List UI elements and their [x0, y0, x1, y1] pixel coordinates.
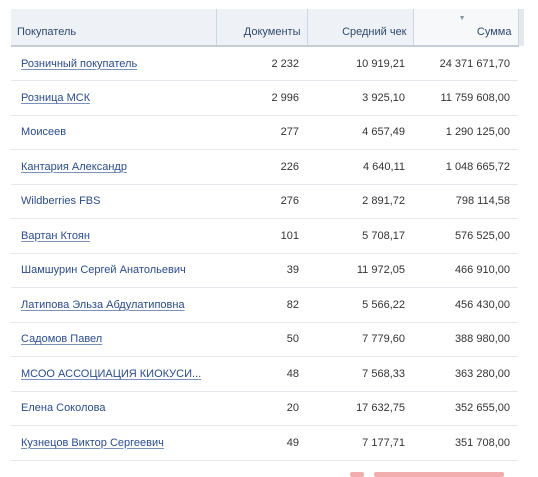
sum-cell: 466 910,00 — [454, 264, 510, 277]
customer-cell: Моисеев — [11, 115, 216, 150]
table-row: Розничный покупатель 2 232 10 919,21 24 371… — [11, 46, 518, 81]
documents-cell: 276 — [280, 195, 299, 208]
customer-link[interactable]: Кантария Александр — [21, 160, 127, 173]
documents-cell: 20 — [286, 402, 299, 415]
average-check-cell: 11 972,05 — [356, 264, 405, 277]
documents-cell: 2 996 — [271, 91, 299, 104]
customer-cell: Кузнецов Виктор Сергеевич — [11, 426, 216, 461]
average-check-cell: 3 925,10 — [362, 91, 405, 104]
average-check-cell: 4 657,49 — [362, 126, 405, 139]
customer-link[interactable]: Вартан Ктоян — [21, 229, 90, 242]
table-row: Wildberries FBS 276 2 891,72 798 114,58 — [11, 184, 518, 219]
sort-desc-icon: ▼ — [458, 15, 466, 22]
customer-name: Wildberries FBS — [21, 195, 101, 208]
documents-cell: 49 — [286, 436, 299, 449]
average-check-cell: 4 640,11 — [362, 160, 405, 173]
customer-link[interactable]: Розница МСК — [21, 91, 91, 104]
customer-cell: Вартан Ктоян — [11, 219, 216, 254]
customer-cell: Wildberries FBS — [11, 184, 216, 219]
table-row: Кантария Александр 226 4 640,11 1 048 665,7… — [11, 150, 518, 185]
sum-cell: 456 430,00 — [454, 298, 510, 311]
cropped-mark — [350, 472, 364, 477]
table-row: Розница МСК 2 996 3 925,10 11 759 608,00 — [11, 81, 518, 116]
sum-cell: 11 759 608,00 — [440, 91, 510, 104]
customer-cell: Латипова Эльза Абдулатиповна — [11, 288, 216, 323]
sum-cell: 388 980,00 — [454, 333, 510, 346]
table-body: Розничный покупатель 2 232 10 919,21 24 371… — [11, 46, 518, 460]
sum-cell: 1 290 125,00 — [445, 126, 510, 139]
table-row: Шамшурин Сергей Анатольевич 39 11 972,05 46… — [11, 253, 518, 288]
customer-cell: Розница МСК — [11, 81, 216, 116]
table-row: Моисеев 277 4 657,49 1 290 125,00 — [11, 115, 518, 150]
customer-cell: МСОО АССОЦИАЦИЯ КИОКУСИ... — [11, 357, 216, 392]
documents-cell: 101 — [280, 229, 299, 242]
sum-cell: 363 280,00 — [454, 367, 510, 380]
sum-cell: 351 708,00 — [454, 436, 510, 449]
average-check-cell: 7 177,71 — [362, 436, 405, 449]
table-header: Покупатель Документы Средний чек ▼ Сумма — [11, 9, 519, 47]
table-row: Латипова Эльза Абдулатиповна 82 5 566,22 45… — [11, 288, 518, 323]
sum-cell: 1 048 665,72 — [445, 160, 510, 173]
average-check-cell: 2 891,72 — [362, 195, 405, 208]
column-header-sum[interactable]: ▼ Сумма — [413, 9, 519, 47]
documents-cell: 82 — [286, 298, 299, 311]
table-row: МСОО АССОЦИАЦИЯ КИОКУСИ... 48 7 568,33 363 … — [11, 357, 518, 392]
customer-name: Елена Соколова — [21, 402, 106, 415]
customers-table-container: Покупатель Документы Средний чек ▼ Сумма… — [11, 9, 519, 461]
cropped-mark — [374, 472, 504, 477]
column-header-documents[interactable]: Документы — [216, 9, 308, 47]
customer-cell: Елена Соколова — [11, 391, 216, 426]
average-check-cell: 7 779,60 — [362, 333, 405, 346]
documents-cell: 48 — [286, 367, 299, 380]
sum-cell: 24 371 671,70 — [439, 57, 510, 70]
customer-link[interactable]: Кузнецов Виктор Сергеевич — [21, 436, 164, 449]
customer-link[interactable]: Садомов Павел — [21, 333, 103, 346]
cropped-bottom-content — [330, 470, 525, 477]
customer-cell: Кантария Александр — [11, 150, 216, 185]
documents-cell: 39 — [286, 264, 299, 277]
customer-cell: Шамшурин Сергей Анатольевич — [11, 253, 216, 288]
customer-cell: Розничный покупатель — [11, 46, 216, 81]
documents-cell: 277 — [280, 126, 299, 139]
table-row: Елена Соколова 20 17 632,75 352 655,00 — [11, 391, 518, 426]
sum-cell: 576 525,00 — [454, 229, 510, 242]
customers-table: Покупатель Документы Средний чек ▼ Сумма… — [11, 9, 519, 461]
average-check-cell: 5 566,22 — [362, 298, 405, 311]
average-check-cell: 5 708,17 — [362, 229, 405, 242]
customer-link[interactable]: Розничный покупатель — [21, 57, 138, 70]
documents-cell: 2 232 — [271, 57, 299, 70]
header-row: Покупатель Документы Средний чек ▼ Сумма — [11, 9, 519, 47]
column-header-sum-label: Сумма — [476, 26, 512, 38]
customer-cell: Садомов Павел — [11, 322, 216, 357]
sum-cell: 798 114,58 — [455, 195, 510, 208]
table-row: Садомов Павел 50 7 779,60 388 980,00 — [11, 322, 518, 357]
customer-link[interactable]: МСОО АССОЦИАЦИЯ КИОКУСИ... — [21, 367, 202, 380]
customer-name: Моисеев — [21, 126, 67, 139]
column-header-customer[interactable]: Покупатель — [11, 9, 217, 47]
column-header-average-check[interactable]: Средний чек — [307, 9, 414, 47]
documents-cell: 50 — [286, 333, 299, 346]
table-row: Вартан Ктоян 101 5 708,17 576 525,00 — [11, 219, 518, 254]
sum-cell: 352 655,00 — [454, 402, 510, 415]
documents-cell: 226 — [280, 160, 299, 173]
average-check-cell: 10 919,21 — [356, 57, 405, 70]
average-check-cell: 7 568,33 — [362, 367, 405, 380]
table-row: Кузнецов Виктор Сергеевич 49 7 177,71 351 7… — [11, 426, 518, 461]
customer-name: Шамшурин Сергей Анатольевич — [21, 264, 186, 277]
average-check-cell: 17 632,75 — [356, 402, 405, 415]
customer-link[interactable]: Латипова Эльза Абдулатиповна — [21, 298, 185, 311]
header-scrollbar-stub — [519, 9, 524, 46]
